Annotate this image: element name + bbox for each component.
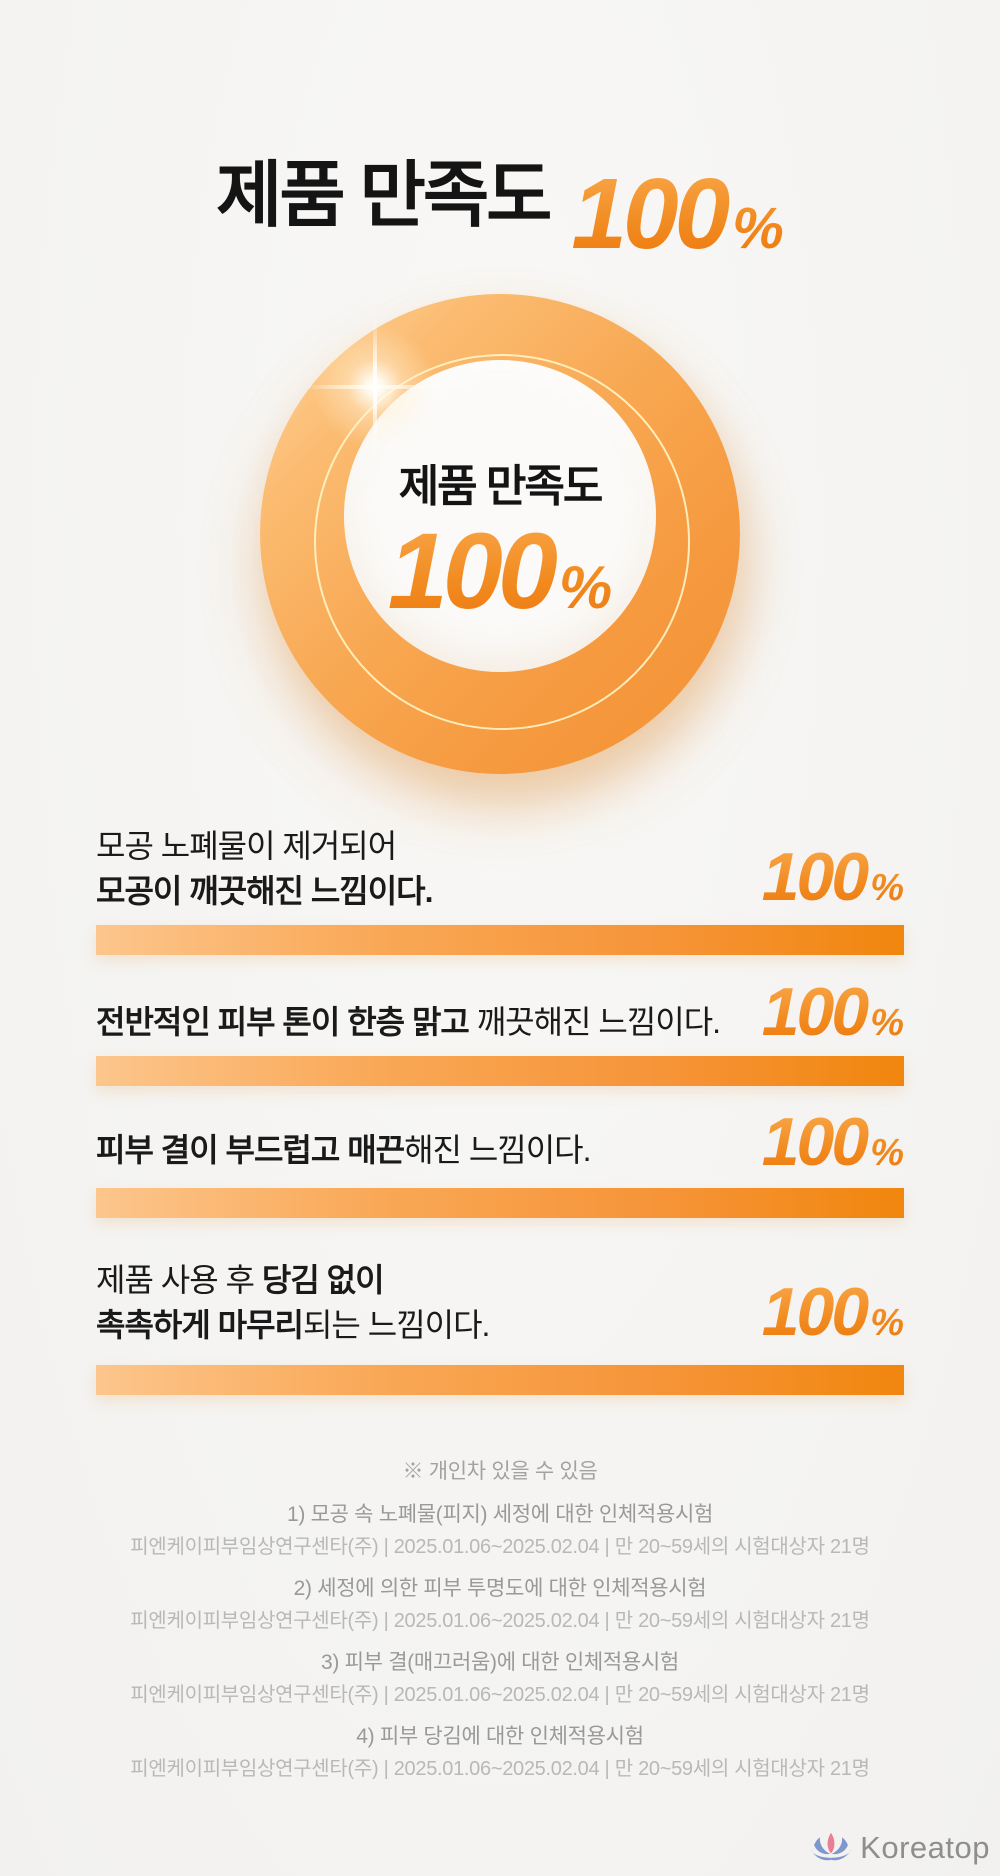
percent-sign: % — [870, 1302, 904, 1344]
donut-center-value: 100% — [260, 517, 740, 625]
page-title-text: 제품 만족도 — [216, 156, 552, 236]
footnote-item-1: 1) 모공 속 노폐물(피지) 세정에 대한 인체적용시험 피엔케이피부임상연구… — [0, 1499, 1000, 1563]
footnote-detail: 피엔케이피부임상연구센타(주) | 2025.01.06~2025.02.04 … — [130, 1536, 870, 1558]
stat-label-4-line1: 제품 사용 후 당김 없이 — [96, 1262, 385, 1298]
stat-label-3-line1: 피부 결이 부드럽고 매끈해진 느낌이다. — [96, 1132, 592, 1168]
percent-sign: % — [870, 1002, 904, 1044]
footnote-item-3: 3) 피부 결(매끄러움)에 대한 인체적용시험 피엔케이피부임상연구센타(주)… — [0, 1647, 1000, 1711]
stat-value-2: 100% — [761, 974, 904, 1050]
stat-value-3: 100% — [761, 1104, 904, 1180]
stat-label-4: 제품 사용 후 당김 없이 촉촉하게 마무리되는 느낌이다. — [96, 1258, 490, 1348]
satisfaction-donut-chart: 제품 만족도 100% — [260, 294, 740, 774]
disclaimer-text: ※ 개인차 있을 수 있음 — [402, 1460, 598, 1483]
stat-bar-2 — [96, 1056, 904, 1086]
sparkle-icon — [300, 312, 450, 462]
percent-sign: % — [870, 1132, 904, 1174]
stat-label-1: 모공 노폐물이 제거되어 모공이 깨끗해진 느낌이다. — [96, 824, 434, 914]
stat-value-4: 100% — [761, 1274, 904, 1350]
footnote-item-2: 2) 세정에 의한 피부 투명도에 대한 인체적용시험 피엔케이피부임상연구센타… — [0, 1573, 1000, 1637]
footnote-title: 3) 피부 결(매끄러움)에 대한 인체적용시험 — [321, 1651, 679, 1674]
footnote-detail: 피엔케이피부임상연구센타(주) | 2025.01.06~2025.02.04 … — [130, 1684, 870, 1706]
donut-center-label: 제품 만족도 — [398, 462, 604, 511]
percent-sign: % — [870, 867, 904, 909]
stat-label-1-line1: 모공 노폐물이 제거되어 — [96, 828, 397, 864]
footnote-title: 2) 세정에 의한 피부 투명도에 대한 인체적용시험 — [293, 1577, 707, 1600]
stat-bar-1 — [96, 925, 904, 955]
footnote-detail: 피엔케이피부임상연구센타(주) | 2025.01.06~2025.02.04 … — [130, 1758, 870, 1780]
footnote-item-4: 4) 피부 당김에 대한 인체적용시험 피엔케이피부임상연구센타(주) | 20… — [0, 1721, 1000, 1785]
page-title-value: 100% — [571, 158, 784, 270]
footnote-title: 1) 모공 속 노폐물(피지) 세정에 대한 인체적용시험 — [286, 1503, 714, 1526]
stat-label-2-line1: 전반적인 피부 톤이 한층 맑고 깨끗해진 느낌이다. — [96, 1004, 721, 1040]
stat-label-1-line2: 모공이 깨끗해진 느낌이다. — [96, 873, 434, 909]
stat-label-4-line2: 촉촉하게 마무리되는 느낌이다. — [96, 1307, 490, 1343]
donut-highlight-ring — [314, 354, 690, 730]
page-title: 제품 만족도 100% — [0, 156, 1000, 270]
lotus-icon — [810, 1832, 852, 1861]
stat-value-1: 100% — [761, 839, 904, 915]
footnote-detail: 피엔케이피부임상연구센타(주) | 2025.01.06~2025.02.04 … — [130, 1610, 870, 1632]
watermark: Koreatop — [809, 1828, 990, 1866]
percent-sign: % — [558, 554, 613, 621]
footnotes: ※ 개인차 있을 수 있음 1) 모공 속 노폐물(피지) 세정에 대한 인체적… — [0, 1455, 1000, 1785]
stat-bar-4 — [96, 1365, 904, 1395]
stat-label-3: 피부 결이 부드럽고 매끈해진 느낌이다. — [96, 1128, 592, 1173]
stat-bar-3 — [96, 1188, 904, 1218]
footnote-title: 4) 피부 당김에 대한 인체적용시험 — [356, 1725, 644, 1748]
brand-text: Koreatop — [860, 1829, 990, 1865]
sparkle-glow — [300, 312, 450, 462]
percent-sign: % — [732, 196, 784, 261]
stat-label-2: 전반적인 피부 톤이 한층 맑고 깨끗해진 느낌이다. — [96, 1000, 721, 1045]
